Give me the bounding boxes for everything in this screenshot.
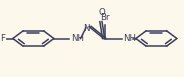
Text: NH: NH (71, 34, 84, 43)
Text: NH: NH (123, 34, 136, 43)
Text: N: N (84, 24, 90, 33)
Text: F: F (0, 34, 5, 43)
Text: Br: Br (100, 13, 109, 22)
Text: O: O (99, 8, 105, 17)
